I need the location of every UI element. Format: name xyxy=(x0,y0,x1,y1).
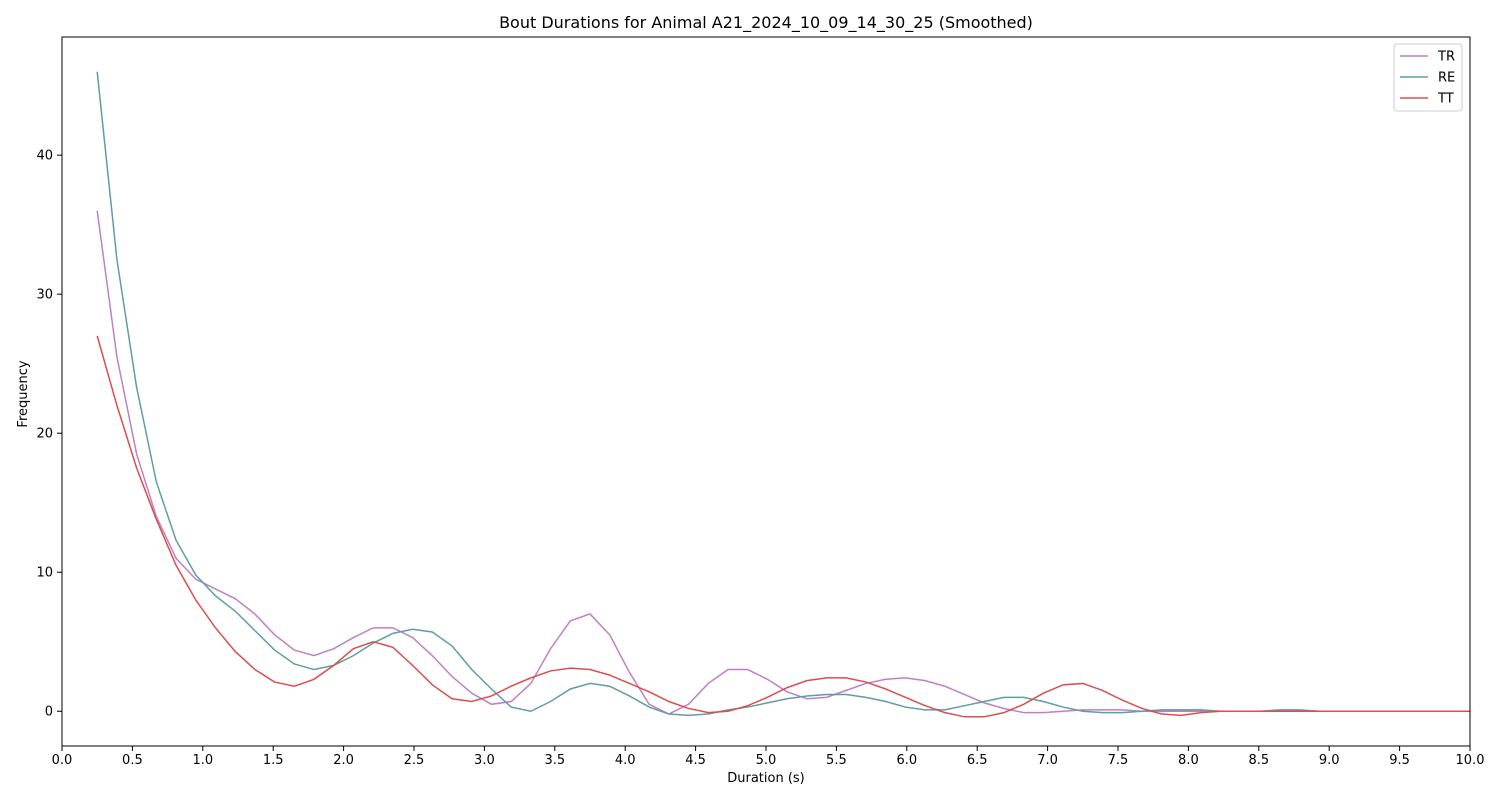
x-tick-label: 3.0 xyxy=(474,753,495,768)
legend-label-tt: TT xyxy=(1437,92,1454,107)
plot-frame xyxy=(61,36,1471,747)
legend-label-re: RE xyxy=(1438,71,1455,86)
x-tick-label: 6.0 xyxy=(896,753,917,768)
x-tick-label: 9.5 xyxy=(1389,753,1410,768)
x-tick-label: 4.0 xyxy=(615,753,636,768)
x-tick-label: 0.5 xyxy=(122,753,143,768)
x-tick-label: 10.0 xyxy=(1456,753,1485,768)
legend-label-tr: TR xyxy=(1437,50,1455,65)
y-tick-label: 30 xyxy=(36,288,53,303)
x-tick-label: 0.0 xyxy=(52,753,73,768)
y-tick-label: 0 xyxy=(45,705,53,720)
x-tick-label: 1.5 xyxy=(263,753,284,768)
x-tick-label: 6.5 xyxy=(967,753,988,768)
x-tick-label: 7.5 xyxy=(1108,753,1129,768)
y-tick-label: 10 xyxy=(36,566,53,581)
y-tick-label: 20 xyxy=(36,427,53,442)
x-axis-label: Duration (s) xyxy=(727,771,805,786)
x-tick-label: 2.5 xyxy=(404,753,425,768)
x-tick-label: 9.0 xyxy=(1319,753,1340,768)
chart-title: Bout Durations for Animal A21_2024_10_09… xyxy=(499,13,1033,33)
plot-lines xyxy=(96,71,1470,718)
y-axis-label: Frequency xyxy=(16,360,31,427)
x-tick-label: 2.0 xyxy=(333,753,354,768)
legend: TR RE TT xyxy=(1393,43,1463,112)
x-tick-label: 4.5 xyxy=(685,753,706,768)
x-tick-label: 3.5 xyxy=(544,753,565,768)
x-tick-label: 5.5 xyxy=(826,753,847,768)
series-line-tt xyxy=(96,335,1470,718)
series-line-re xyxy=(96,71,1470,717)
x-axis-ticks: 0.0 0.5 1.0 1.5 2.0 2.5 3.0 3.5 4.0 4.5 5.0 5.5 6.0 6… xyxy=(52,746,1485,768)
y-axis-ticks: 0 10 20 30 40 xyxy=(36,149,62,720)
x-tick-label: 8.5 xyxy=(1248,753,1269,768)
x-tick-label: 8.0 xyxy=(1178,753,1199,768)
series-line-tr xyxy=(96,210,1470,715)
x-tick-label: 5.0 xyxy=(756,753,777,768)
x-tick-label: 1.0 xyxy=(192,753,213,768)
y-tick-label: 40 xyxy=(36,149,53,164)
x-tick-label: 7.0 xyxy=(1037,753,1058,768)
